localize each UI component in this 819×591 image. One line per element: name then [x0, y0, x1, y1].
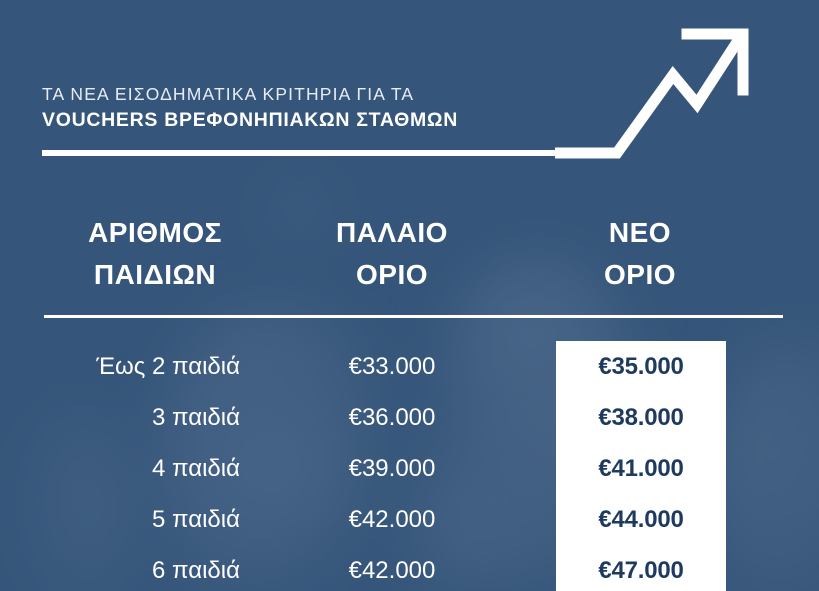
- page-title: ΤΑ ΝΕΑ ΕΙΣΟΔΗΜΑΤΙΚΑ ΚΡΙΤΗΡΙΑ ΓΙΑ ΤΑ VOUC…: [42, 82, 562, 133]
- title-main: VOUCHERS ΒΡΕΦΟΝΗΠΙΑΚΩΝ ΣΤΑΘΜΩΝ: [42, 109, 459, 131]
- cell-children: Έως 2 παιδιά: [96, 353, 240, 380]
- table-row: Έως 2 παιδιά €33.000 €35.000: [0, 341, 819, 392]
- header-divider: [44, 315, 783, 318]
- column-header-new-limit-line2: ΟΡΙΟ: [603, 259, 676, 290]
- table-row: 3 παιδιά €36.000 €38.000: [0, 392, 819, 443]
- cell-new-limit: €35.000: [598, 353, 684, 380]
- table-row: 4 παιδιά €39.000 €41.000: [0, 443, 819, 494]
- cell-old-limit: €42.000: [348, 506, 436, 533]
- cell-old-limit: €36.000: [348, 404, 436, 431]
- column-header-children-line2: ΠΑΙΔΙΩΝ: [93, 259, 217, 290]
- column-header-old-limit-line2: ΟΡΙΟ: [355, 259, 428, 290]
- title-subline: ΤΑ ΝΕΑ ΕΙΣΟΔΗΜΑΤΙΚΑ ΚΡΙΤΗΡΙΑ ΓΙΑ ΤΑ: [42, 84, 415, 104]
- cell-children: 6 παιδιά: [151, 557, 240, 584]
- column-header-old-limit: ΠΑΛΑΙΟ ΟΡΙΟ: [292, 212, 492, 296]
- column-header-new-limit-line1: ΝΕΟ: [608, 217, 672, 248]
- rising-trend-arrow-icon: [551, 18, 755, 160]
- table-row: 5 παιδιά €42.000 €44.000: [0, 494, 819, 545]
- cell-old-limit: €33.000: [348, 353, 436, 380]
- new-limit-highlight-panel: [556, 341, 726, 591]
- title-underline: [42, 150, 577, 156]
- table-body: Έως 2 παιδιά €33.000 €35.000 3 παιδιά €3…: [0, 341, 819, 591]
- cell-children: 3 παιδιά: [151, 404, 240, 431]
- cell-new-limit: €44.000: [598, 506, 684, 533]
- cell-new-limit: €41.000: [598, 455, 684, 482]
- cell-children: 4 παιδιά: [151, 455, 240, 482]
- cell-children: 5 παιδιά: [151, 506, 240, 533]
- column-header-new-limit: ΝΕΟ ΟΡΙΟ: [540, 212, 740, 296]
- cell-old-limit: €42.000: [348, 557, 436, 584]
- column-header-children: ΑΡΙΘΜΟΣ ΠΑΙΔΙΩΝ: [55, 212, 255, 296]
- column-header-old-limit-line1: ΠΑΛΑΙΟ: [336, 217, 448, 248]
- cell-new-limit: €47.000: [598, 557, 684, 584]
- table-row: 6 παιδιά €42.000 €47.000: [0, 545, 819, 591]
- column-header-children-line1: ΑΡΙΘΜΟΣ: [88, 217, 222, 248]
- cell-old-limit: €39.000: [348, 455, 436, 482]
- cell-new-limit: €38.000: [598, 404, 684, 431]
